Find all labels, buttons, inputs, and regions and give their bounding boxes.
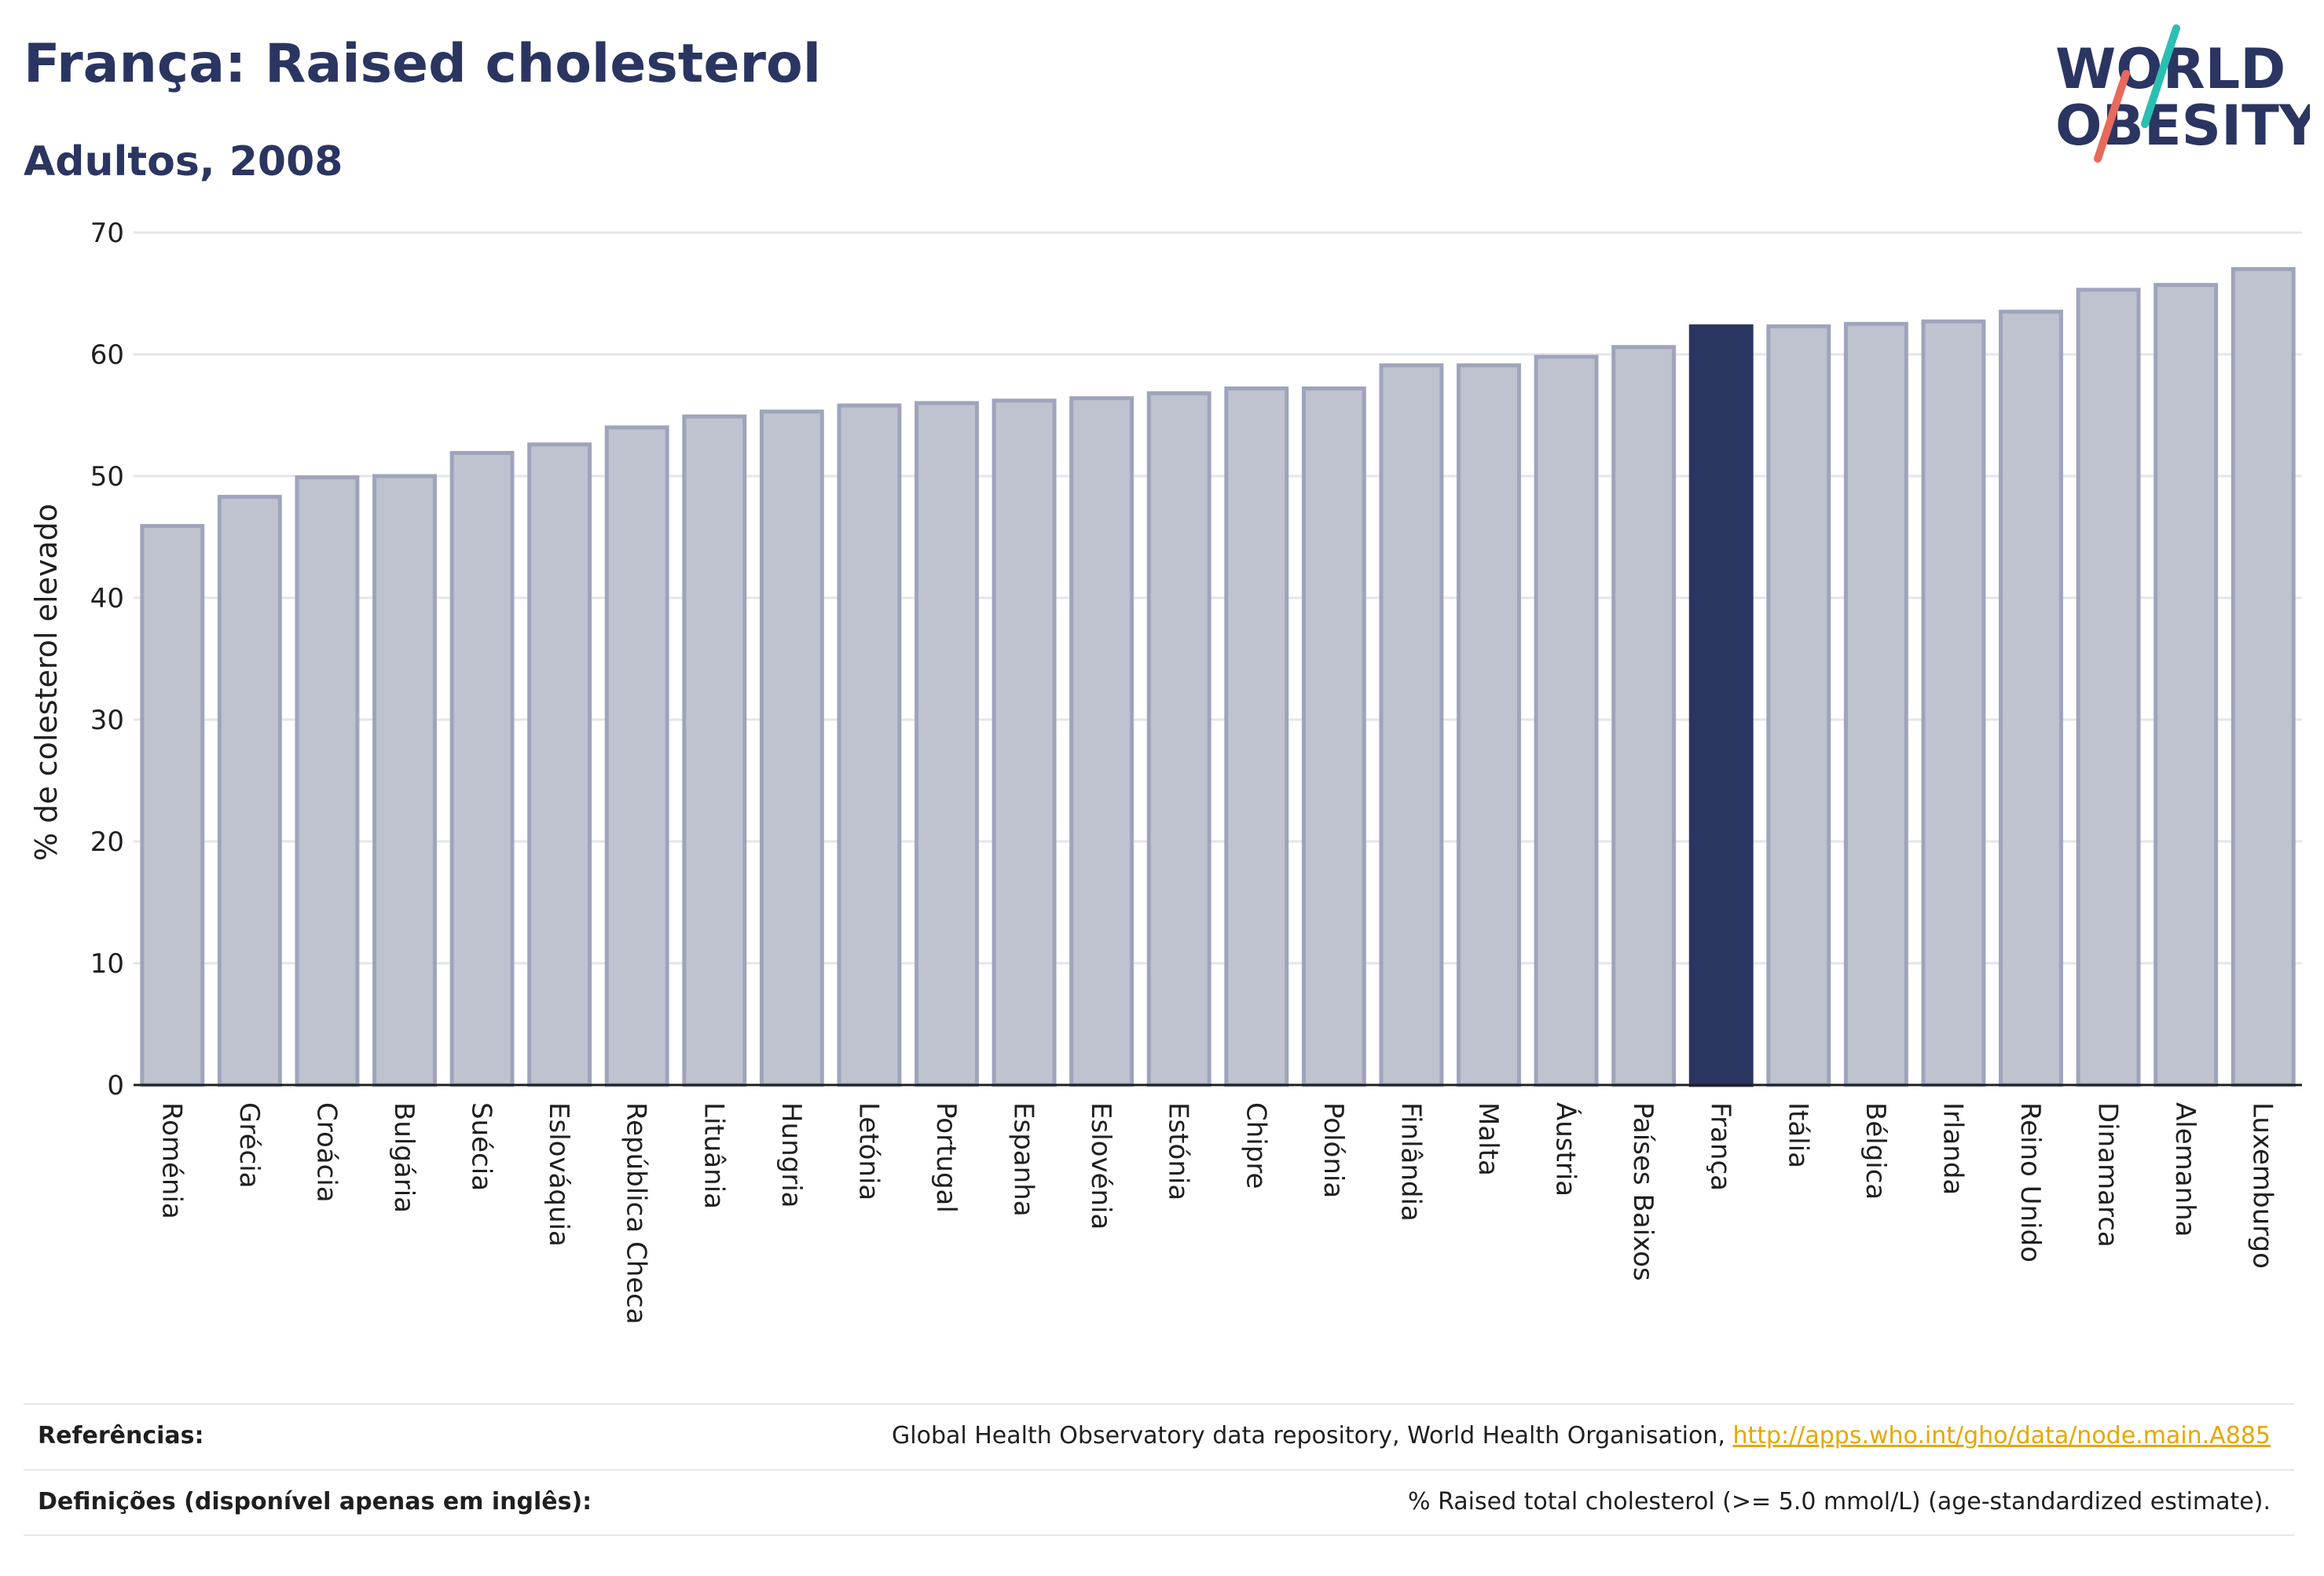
x-tick-label: República Checa [621,1102,652,1325]
bar [1999,310,2063,1087]
x-tick-label: Luxemburgo [2247,1102,2278,1269]
y-tick-label: 10 [90,948,124,980]
bar [1688,324,1754,1087]
bar [759,409,824,1087]
bar [527,442,592,1087]
bar [1224,386,1289,1087]
x-tick-label: Dinamarca [2092,1102,2124,1248]
bar [1843,321,1908,1087]
x-tick-label: Finlândia [1395,1102,1426,1222]
chart-title: França: Raised cholesterol [24,33,822,95]
bar [1457,363,1521,1087]
references-row: Referências: Global Health Observatory d… [24,1403,2294,1468]
bar [992,398,1057,1087]
bar [295,475,360,1087]
definitions-row: Definições (disponível apenas em inglês)… [24,1469,2294,1534]
x-tick-label: Lituânia [698,1102,729,1209]
references-label: Referências: [38,1422,204,1450]
x-tick-label: Letónia [852,1102,884,1200]
chart-subtitle: Adultos, 2008 [24,138,343,185]
x-tick-label: Eslovénia [1085,1102,1116,1230]
x-tick-label: Hungria [775,1102,807,1208]
bar [837,403,902,1087]
x-tick-label: Chipre [1240,1102,1271,1189]
bar [1921,319,1986,1087]
x-tick-label: Países Baixos [1627,1102,1659,1281]
bar [140,524,205,1087]
y-tick-label: 0 [107,1070,124,1101]
x-tick-label: França [1705,1102,1736,1191]
y-tick-labels: 0 10 20 30 40 50 60 70 [90,218,124,1101]
logo-slash-teal [2141,24,2180,128]
x-tick-label: Malta [1472,1102,1504,1176]
y-tick-label: 70 [90,218,124,249]
y-tick-label: 40 [90,583,124,614]
x-tick-label: Eslováquia [543,1102,574,1247]
x-tick-label: Grécia [233,1102,265,1188]
bar [372,474,437,1087]
x-tick-label: Bélgica [1860,1102,1891,1200]
bar [1379,363,1444,1087]
bar [1611,345,1677,1087]
references-link[interactable]: http://apps.who.int/gho/data/node.main.A… [1732,1422,2271,1450]
bar [2231,267,2296,1087]
x-tick-label: Áustria [1550,1102,1582,1197]
bar [915,401,979,1087]
x-tick-label: Itália [1782,1102,1813,1168]
references-value: Global Health Observatory data repositor… [892,1422,2271,1450]
x-tick-label: Portugal [930,1102,962,1213]
x-tick-label: Reino Unido [2014,1102,2046,1263]
x-tick-label: Polónia [1318,1102,1349,1198]
bar [604,425,669,1087]
bar-chart: 0 10 20 30 40 50 60 70 Roménia Grécia Croácia Bulg… [29,218,2302,1325]
y-tick-label: 30 [90,705,124,736]
bar [449,451,515,1087]
definitions-label: Definições (disponível apenas em inglês)… [38,1488,592,1516]
bar [1301,386,1366,1087]
y-axis-label: % de colesterol elevado [29,504,64,861]
bar [2154,283,2219,1087]
x-tick-label: Irlanda [1937,1102,1968,1195]
bar [1534,354,1599,1087]
x-tick-label: Suécia [466,1102,497,1191]
x-tick-label: Croácia [310,1102,342,1203]
references-text: Global Health Observatory data repositor… [892,1422,1733,1450]
y-tick-label: 50 [90,461,124,493]
world-obesity-logo: WORLD OBESITY [2055,24,2310,163]
x-tick-label: Bulgária [388,1102,420,1213]
y-tick-label: 20 [90,826,124,858]
x-tick-label: Roménia [156,1102,187,1219]
x-tick-label: Alemanha [2169,1102,2201,1237]
y-tick-label: 60 [90,339,124,371]
bar [217,494,282,1087]
x-tick-label: Estónia [1163,1102,1194,1200]
definitions-value: % Raised total cholesterol (>= 5.0 mmol/… [1408,1488,2271,1516]
logo-slash-coral [2094,70,2130,163]
bar [1766,324,1831,1087]
x-tick-label: Espanha [1008,1102,1039,1217]
bar [1146,391,1211,1087]
bar [1069,396,1135,1087]
footer-bottom-divider [24,1534,2294,1536]
x-tick-labels: Roménia Grécia Croácia Bulgária Suécia Eslová… [156,1102,2278,1325]
bar [2076,288,2141,1087]
bar [682,414,747,1087]
